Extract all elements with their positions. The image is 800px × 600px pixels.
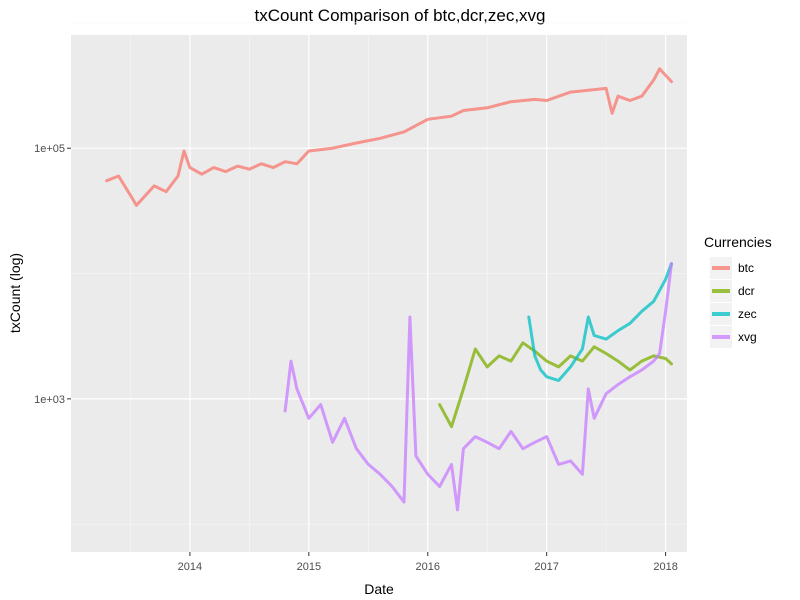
series-line-dcr	[438, 341, 673, 429]
x-tick-label: 2016	[416, 561, 440, 573]
series-line-zec	[527, 262, 673, 382]
series-line-xvg	[283, 262, 673, 512]
legend-item-xvg: xvg	[704, 325, 798, 348]
legend-label: zec	[738, 306, 757, 321]
legend-item-dcr: dcr	[704, 279, 798, 302]
legend-swatch-dcr	[712, 288, 730, 293]
chart-title: txCount Comparison of btc,dcr,zec,xvg	[254, 6, 546, 25]
x-tick-label: 2015	[297, 561, 321, 573]
x-tick-label: 2014	[178, 561, 202, 573]
x-tick-label: 2017	[534, 561, 558, 573]
legend-label: btc	[738, 260, 755, 275]
legend-key	[710, 325, 732, 348]
y-tick-label: 1e+05	[34, 143, 65, 155]
grid-major	[71, 35, 687, 552]
legend-item-zec: zec	[704, 302, 798, 325]
legend: Currencies btc dcr zec xvg	[704, 234, 798, 348]
legend-label: dcr	[738, 283, 755, 298]
series-layer	[105, 67, 673, 512]
legend-label: xvg	[738, 329, 757, 344]
series-line-btc	[105, 67, 673, 207]
legend-swatch-btc	[712, 265, 730, 270]
legend-swatch-zec	[712, 311, 730, 316]
y-ticks: 1e+03 1e+05	[34, 143, 71, 406]
y-axis-title: txCount (log)	[7, 253, 23, 333]
grid-minor	[71, 22, 687, 552]
y-tick-label: 1e+03	[34, 394, 65, 406]
legend-swatch-xvg	[712, 334, 730, 339]
legend-title: Currencies	[704, 234, 772, 250]
legend-key	[710, 256, 732, 279]
x-tick-label: 2018	[653, 561, 677, 573]
legend-item-btc: btc	[704, 256, 798, 279]
x-ticks: 2014 2015 2016 2017 2018	[178, 552, 678, 573]
x-axis-title: Date	[364, 581, 394, 597]
legend-items: btc dcr zec xvg	[704, 256, 798, 348]
legend-key	[710, 302, 732, 325]
legend-key	[710, 279, 732, 302]
